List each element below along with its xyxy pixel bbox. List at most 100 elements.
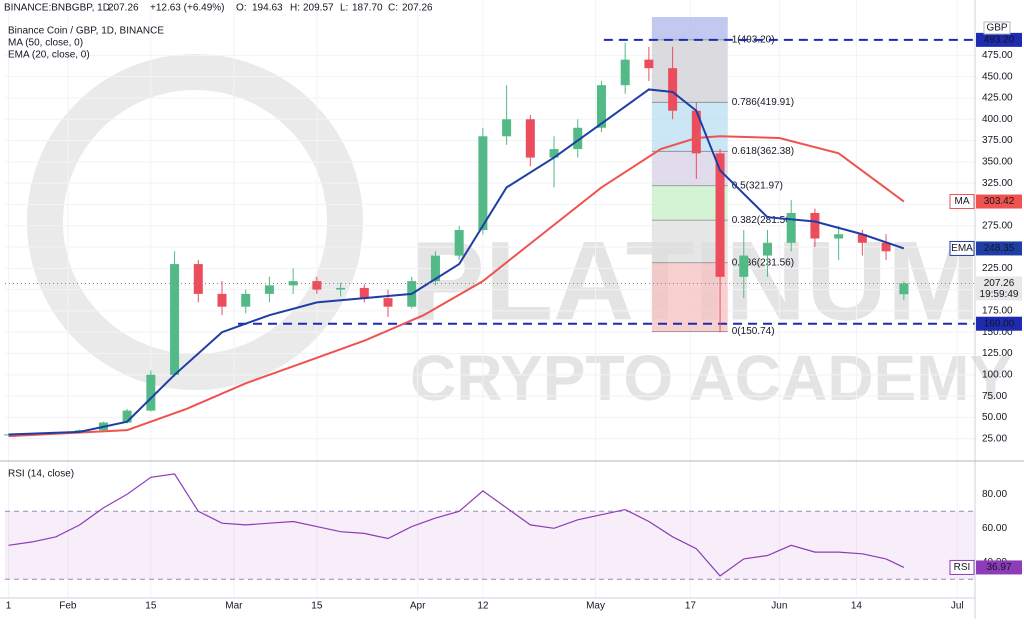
fib-label: 0.618(362.38): [732, 146, 794, 157]
candle-body: [336, 287, 346, 290]
value-tag-label: 248.35: [984, 243, 1015, 254]
candle-body: [193, 264, 203, 294]
header-text: BINANCE:BNBGBP, 1D: [4, 3, 110, 14]
last-price-label: 207.26: [984, 278, 1015, 289]
header-text: O:: [236, 3, 247, 14]
rsi-tick-label: 60.00: [982, 523, 1007, 534]
candle-body: [502, 119, 512, 137]
candle-body: [217, 293, 227, 307]
x-tick-label: 17: [685, 601, 697, 612]
legend-entry: EMA (20, close, 0): [8, 50, 90, 61]
candle-body: [312, 281, 322, 290]
candle-body: [810, 212, 820, 239]
axis-tag-label: MA: [955, 196, 970, 207]
value-tag-label: 36.97: [986, 562, 1011, 573]
axis-tag: [949, 194, 975, 210]
x-tick-label: Feb: [59, 601, 77, 612]
level-tag: [976, 316, 1022, 331]
candle-body: [525, 119, 535, 158]
y-tick-label: 25.00: [982, 433, 1007, 444]
watermark-logo: [27, 54, 363, 390]
candle-body: [834, 234, 844, 239]
y-tick-label: 150.00: [982, 327, 1013, 338]
candle-body: [170, 264, 180, 375]
candle-body: [668, 68, 678, 111]
candle-body: [264, 285, 274, 294]
candle-body: [596, 85, 606, 128]
header-text: 209.57: [303, 3, 334, 14]
fib-selection: [651, 17, 728, 40]
axis-tag-label: EMA: [951, 243, 973, 254]
y-tick-label: 225.00: [982, 263, 1013, 274]
x-tick-label: Jun: [771, 601, 787, 612]
x-tick-label: Apr: [410, 601, 426, 612]
y-tick-label: 125.00: [982, 348, 1013, 359]
y-tick-label: 275.00: [982, 220, 1013, 231]
candle-body: [359, 287, 369, 299]
fib-label: 0(150.74): [732, 326, 775, 337]
axis-tag: [949, 559, 975, 575]
candle-body: [739, 255, 749, 277]
x-tick-label: 14: [851, 601, 863, 612]
candle-body: [881, 242, 891, 252]
countdown: 19:59:49: [980, 289, 1019, 300]
candle-body: [383, 298, 393, 307]
candle-body: [478, 136, 488, 230]
fib-label: 1(493.20): [732, 35, 775, 46]
x-tick-label: 12: [477, 601, 489, 612]
y-tick-label: 100.00: [982, 369, 1013, 380]
candle-body: [241, 293, 251, 307]
value-tag: [976, 194, 1022, 209]
legend-entry: RSI (14, close): [8, 469, 74, 480]
plot: 1(493.20) 0.786(419.91) 0.618(362.38) 0.5(3…: [4, 0, 975, 598]
x-tick-label: May: [586, 601, 605, 612]
y-tick-label: 475.00: [982, 50, 1013, 61]
fib-band: [651, 102, 728, 152]
header-text: 187.70: [352, 3, 383, 14]
header-text: 207.26: [402, 3, 433, 14]
header-text: C:: [388, 3, 398, 14]
legend-entry: MA (50, close, 0): [8, 38, 83, 49]
currency-label: GBP: [986, 23, 1007, 34]
candle-body: [454, 230, 464, 256]
candle-body: [715, 153, 725, 277]
level-tag: [976, 32, 1022, 47]
y-tick-label: 50.00: [982, 412, 1007, 423]
currency-tag: [983, 21, 1011, 35]
candle-body: [620, 59, 630, 86]
value-tag: [976, 560, 1022, 575]
candle-body: [644, 59, 654, 69]
header-text: L:: [340, 3, 348, 14]
x-tick-label: Mar: [225, 601, 243, 612]
indicator-line: [8, 135, 905, 438]
candle-body: [146, 374, 156, 411]
x-tick-label: Jul: [951, 601, 964, 612]
header-text: H:: [290, 3, 300, 14]
rsi-band-fill: [5, 511, 975, 580]
value-tag: [976, 241, 1022, 256]
axis-tag-label: RSI: [954, 562, 971, 573]
x-tick-label: 15: [311, 601, 323, 612]
candle-body: [786, 212, 796, 243]
fib-label: 0.5(321.97): [732, 180, 783, 191]
axis-tag: [949, 240, 975, 256]
y-tick-label: 450.00: [982, 71, 1013, 82]
candle-body: [857, 234, 867, 243]
legend-entry: Binance Coin / GBP, 1D, BINANCE: [8, 26, 164, 37]
candle-body: [762, 242, 772, 256]
y-tick-label: 350.00: [982, 156, 1013, 167]
y-tick-label: 375.00: [982, 135, 1013, 146]
rsi-line: [8, 473, 905, 577]
candle-body: [899, 283, 909, 295]
fib-label: 0.382(281.56): [732, 215, 794, 226]
candle-body: [122, 410, 132, 423]
fib-label: 0.236(231.56): [732, 257, 794, 268]
level-value: 493.20: [984, 35, 1015, 46]
x-tick-label: 15: [145, 601, 157, 612]
value-tag-label: 303.42: [984, 196, 1015, 207]
rsi-tick-label: 80.00: [982, 489, 1007, 500]
candle-body: [691, 110, 701, 154]
header-text: 207.26: [108, 3, 139, 14]
candle-body: [549, 149, 559, 158]
x-tick-label: 1: [6, 601, 12, 612]
